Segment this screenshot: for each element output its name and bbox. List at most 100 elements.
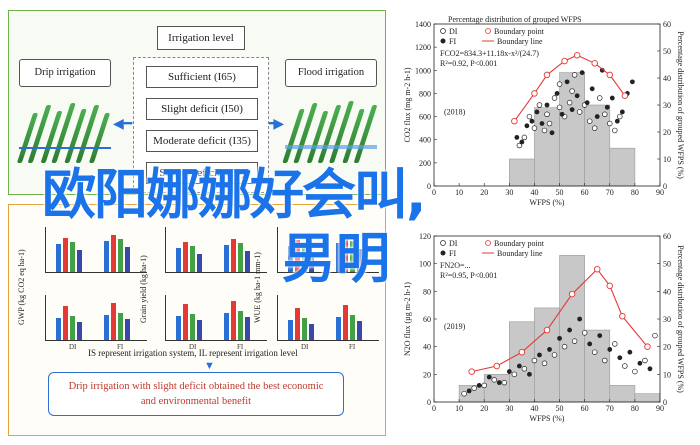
data-point-di <box>571 338 578 344</box>
mini-bar <box>224 313 229 340</box>
mini-chart-gwp-bottom <box>45 295 147 341</box>
hist-bar <box>559 255 585 403</box>
y-axis-label: CO2 flux (mg m-2 h-1) <box>403 67 412 142</box>
arrow-left-icon: ◀━ <box>113 117 133 132</box>
mini-bar <box>350 315 355 340</box>
x-tick-label: 90 <box>656 404 664 413</box>
legend-marker-boundary-point <box>485 28 491 34</box>
x-tick-label: 0 <box>432 188 436 197</box>
mini-bar <box>302 244 307 272</box>
boundary-point <box>543 71 551 79</box>
y-tick-label: 0 <box>427 398 431 407</box>
y2-tick-label: 0 <box>663 182 667 191</box>
stats-label: R²=0.92, P<0.001 <box>440 59 497 68</box>
y-tick-label: 600 <box>419 113 431 122</box>
conclusion-line-2: and environmental benefit <box>140 396 252 407</box>
hist-bar <box>609 385 636 403</box>
y2-tick-label: 20 <box>663 128 671 137</box>
irrigation-level-title: Irrigation level <box>157 26 245 50</box>
mini-bar <box>231 301 236 340</box>
data-point-di <box>576 109 583 115</box>
mini-bar <box>343 237 348 272</box>
data-point-fi <box>519 139 525 145</box>
mini-bar <box>125 319 130 340</box>
drip-field-icon <box>16 97 111 163</box>
mini-bar <box>190 246 195 272</box>
hist-bar <box>509 321 535 403</box>
x-tick-label: 30 <box>505 188 513 197</box>
mini-bar <box>176 248 181 272</box>
group-label-di: DI <box>69 343 77 351</box>
data-point-di <box>491 377 498 383</box>
data-point-di <box>471 385 477 391</box>
mini-bar <box>295 240 300 272</box>
mini-bar <box>125 247 130 272</box>
chart-co2-svg: 0 10 20 30 40 50 60 70 80 90020040060080010001200… <box>403 15 685 207</box>
data-point-di <box>551 352 558 358</box>
irrigation-scheme-box: Irrigation level Drip irrigation Flood i… <box>8 10 386 195</box>
mini-bar <box>309 252 314 272</box>
data-point-fi <box>534 109 540 115</box>
hist-bar <box>534 107 560 187</box>
data-point-di <box>526 113 533 120</box>
mini-bar <box>104 315 109 340</box>
y-tick-label: 80 <box>423 287 431 296</box>
mini-bar <box>70 242 75 272</box>
y2-tick-label: 0 <box>663 398 667 407</box>
level-severe-deficit: Severe deficit (I20) <box>146 162 258 184</box>
boundary-point <box>593 265 601 273</box>
x-axis-label: WFPS (%) <box>530 198 565 207</box>
y-tick-label: 60 <box>423 315 431 324</box>
data-point-fi <box>587 341 593 347</box>
hist-bar <box>609 147 636 187</box>
x-tick-label: 40 <box>530 188 538 197</box>
conclusion-box: Drip irrigation with slight deficit obta… <box>48 372 344 416</box>
overlay-title-line-2: 男明 <box>282 227 390 290</box>
y-axis-label: N2O flux (µg m-2 h-1) <box>403 282 412 356</box>
data-point-fi <box>539 121 545 126</box>
mini-chart-wue-bottom <box>277 295 379 341</box>
mini-bar <box>231 239 236 272</box>
x-tick-label: 0 <box>432 404 436 413</box>
y2-tick-label: 10 <box>663 155 671 164</box>
legend-marker-fi <box>440 38 446 44</box>
mini-bar <box>183 242 188 272</box>
data-point-fi <box>516 363 522 369</box>
year-label: (2019) <box>444 322 466 331</box>
y-tick-label: 40 <box>423 343 431 352</box>
legend-label-boundary-line: Boundary line <box>497 37 543 46</box>
data-point-di <box>501 379 508 386</box>
boundary-point <box>606 282 614 290</box>
x-tick-label: 80 <box>631 404 639 413</box>
data-point-fi <box>569 107 575 113</box>
data-point-fi <box>549 130 555 136</box>
mini-bar <box>336 317 341 340</box>
data-point-fi <box>579 70 585 75</box>
metric-label-gwp: GWP (kg CO2 eq ha-1) <box>17 249 26 325</box>
x-tick-label: 20 <box>480 188 488 197</box>
mini-bar <box>309 324 314 340</box>
y-tick-label: 1000 <box>415 66 431 75</box>
legend-label-boundary-line: Boundary line <box>497 249 543 258</box>
data-point-fi <box>506 369 512 374</box>
boundary-point <box>606 71 614 79</box>
group-label-fi: FI <box>117 343 124 351</box>
data-point-di <box>586 118 593 124</box>
data-point-fi <box>617 355 623 361</box>
data-point-fi <box>527 371 532 377</box>
mini-bar <box>176 316 181 340</box>
mini-bar <box>350 241 355 272</box>
y2-axis-label: Percentage distribution of grouped WFPS … <box>676 31 685 179</box>
legend-label-boundary-point: Boundary point <box>494 239 545 248</box>
x-tick-label: 70 <box>606 404 614 413</box>
y-tick-label: 0 <box>427 182 431 191</box>
data-point-fi <box>637 360 643 366</box>
mini-bar <box>336 243 341 272</box>
level-sufficient: Sufficient (I65) <box>146 66 258 88</box>
y2-tick-label: 30 <box>663 101 671 110</box>
boundary-point <box>561 57 568 65</box>
data-point-fi <box>554 91 560 96</box>
mini-bar <box>288 320 293 340</box>
data-point-fi <box>529 118 535 124</box>
equation-label: FN2O=... <box>440 261 471 270</box>
